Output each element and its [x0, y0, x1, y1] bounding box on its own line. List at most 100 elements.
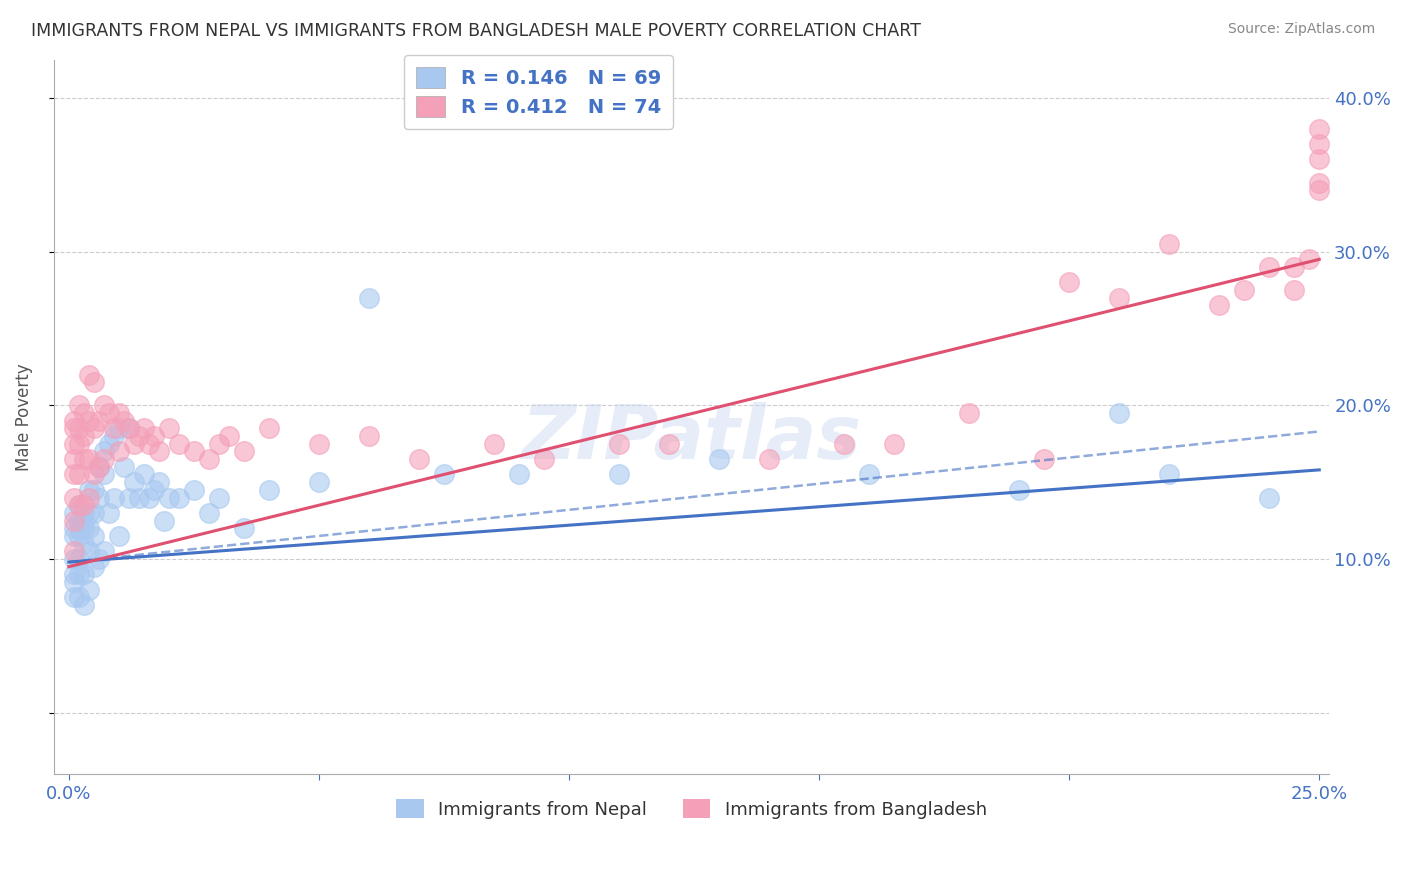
Point: [308, 475, 330, 490]
Point: [67, 521, 90, 535]
Point: [1108, 291, 1130, 305]
Point: [832, 436, 855, 450]
Point: [183, 444, 205, 458]
Point: [103, 491, 125, 505]
Point: [142, 483, 165, 497]
Point: [142, 429, 165, 443]
Point: [67, 498, 90, 512]
Point: [1308, 137, 1330, 152]
Point: [1258, 491, 1281, 505]
Point: [108, 444, 131, 458]
Point: [83, 559, 105, 574]
Point: [957, 406, 980, 420]
Point: [73, 506, 96, 520]
Point: [1159, 237, 1181, 252]
Point: [63, 575, 86, 590]
Point: [1108, 406, 1130, 420]
Point: [508, 467, 530, 482]
Point: [128, 429, 150, 443]
Point: [93, 544, 115, 558]
Point: [1298, 252, 1320, 267]
Point: [67, 529, 90, 543]
Point: [167, 436, 190, 450]
Point: [112, 459, 135, 474]
Point: [67, 552, 90, 566]
Point: [63, 467, 86, 482]
Point: [257, 483, 280, 497]
Point: [93, 452, 115, 467]
Point: [1233, 283, 1256, 297]
Point: [73, 498, 96, 512]
Point: [67, 421, 90, 435]
Point: [73, 406, 96, 420]
Point: [93, 467, 115, 482]
Point: [77, 506, 100, 520]
Point: [157, 421, 180, 435]
Point: [138, 491, 160, 505]
Point: [1057, 276, 1080, 290]
Point: [118, 421, 141, 435]
Point: [63, 506, 86, 520]
Point: [122, 436, 145, 450]
Point: [108, 529, 131, 543]
Point: [63, 452, 86, 467]
Point: [63, 544, 86, 558]
Point: [67, 567, 90, 582]
Point: [1159, 467, 1181, 482]
Point: [132, 467, 155, 482]
Point: [73, 598, 96, 612]
Point: [658, 436, 681, 450]
Point: [1008, 483, 1031, 497]
Point: [67, 514, 90, 528]
Point: [67, 591, 90, 605]
Point: [83, 483, 105, 497]
Point: [73, 452, 96, 467]
Point: [232, 521, 254, 535]
Point: [118, 421, 141, 435]
Point: [308, 436, 330, 450]
Point: [67, 398, 90, 412]
Point: [157, 491, 180, 505]
Point: [607, 467, 630, 482]
Point: [533, 452, 555, 467]
Point: [77, 521, 100, 535]
Point: [63, 514, 86, 528]
Point: [83, 506, 105, 520]
Point: [73, 429, 96, 443]
Point: [63, 591, 86, 605]
Point: [112, 414, 135, 428]
Point: [63, 521, 86, 535]
Point: [707, 452, 730, 467]
Point: [63, 529, 86, 543]
Point: [73, 521, 96, 535]
Point: [77, 582, 100, 597]
Point: [87, 459, 110, 474]
Point: [87, 414, 110, 428]
Point: [408, 452, 430, 467]
Point: [148, 444, 170, 458]
Point: [83, 529, 105, 543]
Point: [482, 436, 505, 450]
Point: [77, 544, 100, 558]
Point: [97, 406, 120, 420]
Point: [218, 429, 240, 443]
Point: [67, 498, 90, 512]
Point: [883, 436, 905, 450]
Point: [1284, 283, 1306, 297]
Point: [138, 436, 160, 450]
Point: [758, 452, 780, 467]
Point: [183, 483, 205, 497]
Point: [148, 475, 170, 490]
Point: [77, 414, 100, 428]
Point: [208, 491, 231, 505]
Point: [73, 536, 96, 550]
Point: [73, 514, 96, 528]
Point: [77, 483, 100, 497]
Point: [63, 421, 86, 435]
Point: [198, 452, 221, 467]
Point: [257, 421, 280, 435]
Point: [87, 552, 110, 566]
Point: [93, 398, 115, 412]
Point: [83, 421, 105, 435]
Point: [63, 567, 86, 582]
